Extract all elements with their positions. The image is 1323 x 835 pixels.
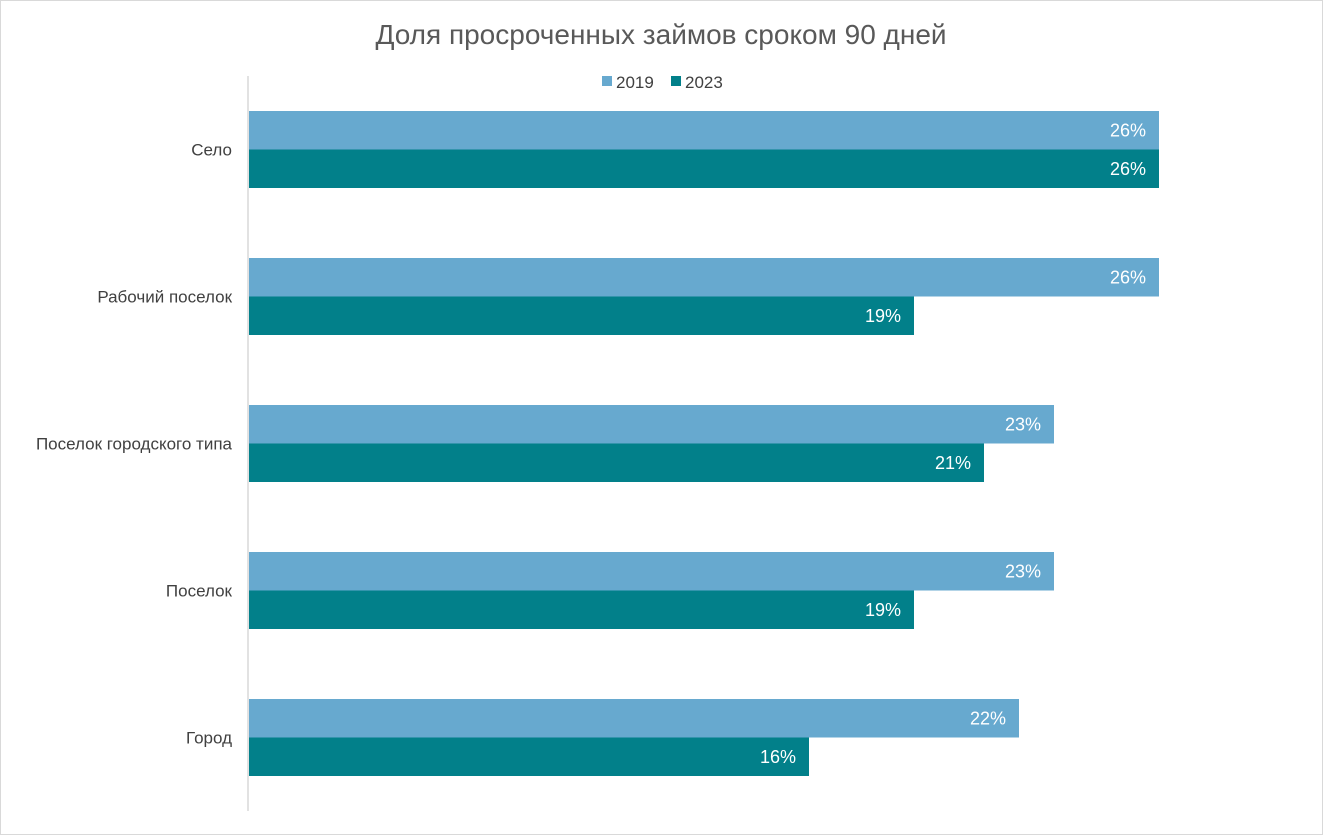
category-label-3: Поселок bbox=[166, 582, 233, 601]
legend-label-2019: 2019 bbox=[616, 73, 654, 92]
data-label-2023-0: 26% bbox=[1110, 159, 1146, 179]
data-label-2023-2: 21% bbox=[935, 453, 971, 473]
category-labels: Село Рабочий поселок Поселок городского ти… bbox=[36, 141, 233, 748]
category-label-2: Поселок городского типа bbox=[36, 435, 233, 454]
data-label-2019-2: 23% bbox=[1005, 414, 1041, 434]
chart-title: Доля просроченных займов сроком 90 дней bbox=[375, 19, 946, 50]
category-label-4: Город bbox=[186, 729, 232, 748]
data-label-2023-3: 19% bbox=[865, 600, 901, 620]
bar-2019-0 bbox=[249, 111, 1159, 150]
bar-2023-4 bbox=[249, 737, 809, 776]
category-label-1: Рабочий поселок bbox=[97, 288, 232, 307]
bar-2023-3 bbox=[249, 590, 914, 629]
data-label-2019-1: 26% bbox=[1110, 267, 1146, 287]
bar-2019-1 bbox=[249, 258, 1159, 297]
bar-2019-3 bbox=[249, 552, 1054, 591]
bar-2023-2 bbox=[249, 443, 984, 482]
legend-label-2023: 2023 bbox=[685, 73, 723, 92]
category-label-0: Село bbox=[191, 141, 232, 160]
data-label-2019-0: 26% bbox=[1110, 120, 1146, 140]
data-label-2019-3: 23% bbox=[1005, 561, 1041, 581]
bar-2023-0 bbox=[249, 149, 1159, 188]
legend-swatch-2019 bbox=[602, 76, 612, 86]
bars-layer bbox=[249, 111, 1159, 776]
bar-2019-4 bbox=[249, 699, 1019, 738]
legend-swatch-2023 bbox=[671, 76, 681, 86]
data-label-2023-1: 19% bbox=[865, 306, 901, 326]
data-label-2019-4: 22% bbox=[970, 708, 1006, 728]
bar-2019-2 bbox=[249, 405, 1054, 444]
data-label-2023-4: 16% bbox=[760, 747, 796, 767]
labels-layer: 26% 26% 26% 19% 23% 21% 23% 19% 22% 16% bbox=[760, 120, 1146, 767]
legend: 2019 2023 bbox=[602, 73, 723, 92]
bar-2023-1 bbox=[249, 296, 914, 335]
